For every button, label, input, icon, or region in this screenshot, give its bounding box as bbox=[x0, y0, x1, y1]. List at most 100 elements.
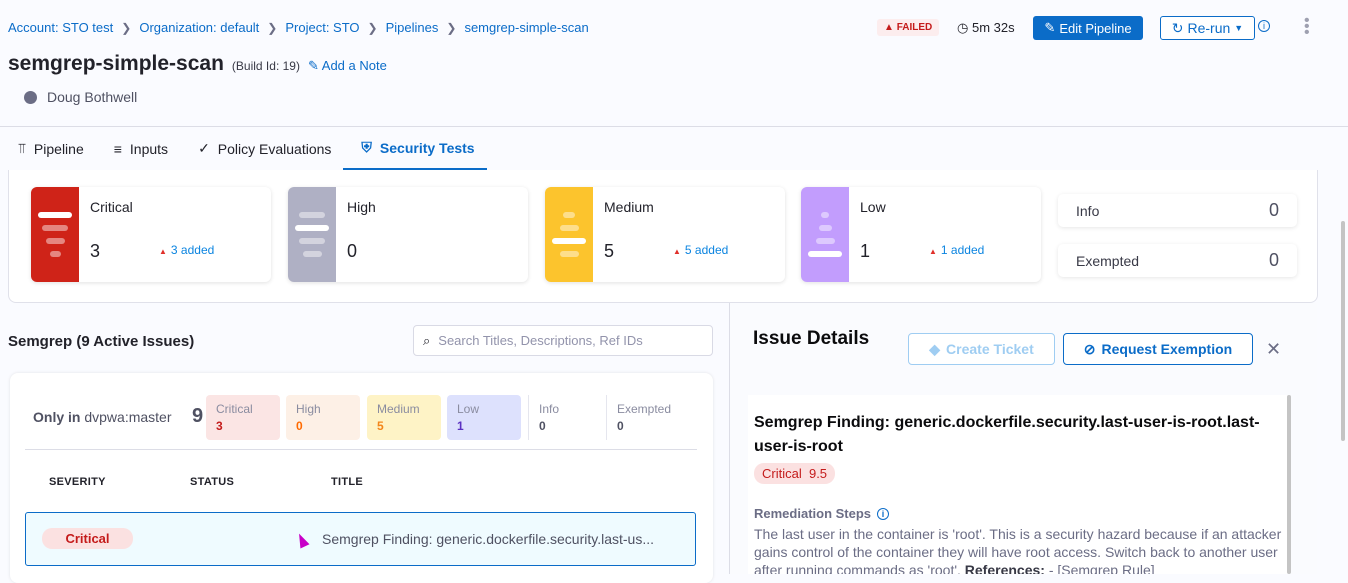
row-title: Semgrep Finding: generic.dockerfile.secu… bbox=[322, 531, 654, 547]
critical-severity-icon bbox=[31, 187, 79, 282]
search-icon: ⌕ bbox=[423, 332, 431, 348]
filter-medium[interactable]: Medium 5 bbox=[367, 395, 441, 440]
request-exemption-label: Request Exemption bbox=[1101, 341, 1233, 357]
tab-security-tests[interactable]: ⛨ Security Tests bbox=[343, 127, 487, 170]
table-row[interactable]: Critical Semgrep Finding: generic.docker… bbox=[25, 512, 696, 566]
severity-pill: Critical bbox=[42, 528, 133, 549]
card-label: Low bbox=[860, 199, 886, 215]
filter-exempted[interactable]: Exempted 0 bbox=[606, 395, 696, 440]
severity-badge: Critical 9.5 bbox=[754, 463, 836, 484]
card-count: 3 bbox=[90, 241, 101, 261]
card-label: Medium bbox=[604, 199, 654, 215]
chevron-right-icon: ❯ bbox=[121, 20, 132, 35]
edit-pipeline-button[interactable]: ✎ Edit Pipeline bbox=[1033, 16, 1143, 40]
low-severity-icon bbox=[801, 187, 849, 282]
card-label: Critical bbox=[90, 199, 133, 215]
add-note-link[interactable]: ✎ Add a Note bbox=[308, 58, 387, 74]
rerun-button[interactable]: ↻ Re-run ▼ bbox=[1160, 16, 1255, 40]
filter-high[interactable]: High 0 bbox=[286, 395, 360, 440]
issue-details-title: Issue Details bbox=[753, 328, 870, 349]
build-id: (Build Id: 19) bbox=[231, 59, 300, 73]
tab-label: Policy Evaluations bbox=[217, 140, 332, 157]
breadcrumb-pipeline[interactable]: semgrep-simple-scan bbox=[464, 20, 589, 35]
user-icon bbox=[24, 90, 37, 104]
finding-title: Semgrep Finding: generic.dockerfile.secu… bbox=[754, 414, 1260, 455]
duration-text: 5m 32s bbox=[971, 20, 1015, 35]
remediation-text: The last user in the container is 'root'… bbox=[754, 526, 1282, 574]
info-card[interactable]: Info 0 bbox=[1058, 194, 1297, 227]
rerun-label: Re-run bbox=[1187, 20, 1231, 36]
info-icon[interactable]: i bbox=[877, 507, 890, 520]
search-placeholder: Search Titles, Descriptions, Ref IDs bbox=[438, 333, 643, 348]
column-status[interactable]: STATUS bbox=[190, 476, 235, 488]
arrow-up-icon: ▲ bbox=[673, 247, 681, 256]
tab-bar: ⫪ Pipeline ≡ Inputs ✓ Policy Evaluations ⛨ S… bbox=[0, 127, 487, 171]
tab-pipeline[interactable]: ⫪ Pipeline bbox=[0, 127, 96, 170]
card-count: 0 bbox=[1268, 200, 1279, 220]
tab-label: Inputs bbox=[129, 140, 169, 157]
chevron-right-icon: ❯ bbox=[267, 20, 278, 35]
exempted-card[interactable]: Exempted 0 bbox=[1058, 244, 1297, 277]
shield-check-icon: ✓ bbox=[198, 140, 210, 156]
tab-policy-evaluations[interactable]: ✓ Policy Evaluations bbox=[180, 127, 343, 170]
filter-critical[interactable]: Critical 3 bbox=[206, 395, 280, 440]
pencil-icon: ✎ bbox=[307, 58, 319, 73]
create-ticket-label: Create Ticket bbox=[946, 341, 1034, 357]
critical-card[interactable]: Critical 3 ▲ 3 added bbox=[31, 187, 271, 282]
details-scrollbar[interactable] bbox=[1287, 395, 1291, 574]
search-input[interactable]: ⌕ Search Titles, Descriptions, Ref IDs bbox=[413, 325, 713, 356]
divider bbox=[0, 126, 1348, 127]
filter-info[interactable]: Info 0 bbox=[528, 395, 602, 440]
card-label: Exempted bbox=[1076, 252, 1140, 269]
medium-card[interactable]: Medium 5 ▲ 5 added bbox=[545, 187, 785, 282]
divider bbox=[25, 449, 697, 450]
create-ticket-button[interactable]: ◆ Create Ticket bbox=[908, 333, 1055, 365]
jira-icon: ◆ bbox=[929, 340, 941, 357]
refresh-icon: ↻ bbox=[1171, 19, 1184, 36]
card-label: High bbox=[347, 199, 376, 215]
card-count: 1 bbox=[860, 241, 871, 261]
breadcrumb-pipelines[interactable]: Pipelines bbox=[385, 20, 439, 35]
caret-down-icon: ▼ bbox=[1234, 23, 1244, 33]
request-exemption-button[interactable]: ⊘ Request Exemption bbox=[1063, 333, 1253, 365]
issues-title: Semgrep (9 Active Issues) bbox=[8, 333, 195, 350]
total-count: 9 bbox=[192, 405, 204, 427]
breadcrumb-org[interactable]: Organization: default bbox=[139, 20, 260, 35]
column-severity[interactable]: SEVERITY bbox=[49, 476, 106, 488]
breadcrumb-account[interactable]: Account: STO test bbox=[8, 20, 114, 35]
chevron-right-icon: ❯ bbox=[367, 20, 378, 35]
tab-label: Security Tests bbox=[379, 139, 475, 156]
breadcrumb-project[interactable]: Project: STO bbox=[285, 20, 360, 35]
more-options-icon[interactable]: • • • bbox=[1304, 12, 1310, 41]
medium-severity-icon bbox=[545, 187, 593, 282]
triggered-by: Doug Bothwell bbox=[24, 89, 137, 105]
page-scrollbar[interactable] bbox=[1341, 221, 1345, 441]
inputs-icon: ≡ bbox=[113, 140, 122, 157]
arrow-up-icon: ▲ bbox=[929, 247, 937, 256]
card-label: Info bbox=[1076, 202, 1100, 219]
page-header: semgrep-simple-scan (Build Id: 19) ✎ Add… bbox=[8, 52, 387, 76]
pencil-icon: ✎ bbox=[1044, 20, 1056, 35]
tab-inputs[interactable]: ≡ Inputs bbox=[96, 127, 180, 170]
mouse-cursor-icon bbox=[294, 531, 310, 549]
card-count: 0 bbox=[1268, 250, 1279, 270]
remediation-heading: Remediation Steps i bbox=[754, 506, 1282, 521]
card-added: ▲ 3 added bbox=[159, 243, 215, 257]
low-card[interactable]: Low 1 ▲ 1 added bbox=[801, 187, 1041, 282]
high-card[interactable]: High 0 bbox=[288, 187, 528, 282]
breadcrumb: Account: STO test ❯ Organization: default… bbox=[8, 20, 589, 35]
filter-low[interactable]: Low 1 bbox=[447, 395, 521, 440]
edit-label: Edit Pipeline bbox=[1059, 20, 1132, 36]
info-icon[interactable]: i bbox=[1258, 20, 1270, 32]
only-in-label: Only in dvpwa:master bbox=[33, 409, 172, 425]
card-added: ▲ 1 added bbox=[929, 243, 985, 257]
status-text: FAILED bbox=[896, 22, 933, 33]
clock-icon: ◷ bbox=[957, 20, 969, 35]
high-severity-icon bbox=[288, 187, 336, 282]
close-icon[interactable]: ✕ bbox=[1266, 339, 1282, 359]
card-count: 5 bbox=[604, 241, 615, 261]
column-title[interactable]: TITLE bbox=[331, 476, 364, 488]
add-note-label: Add a Note bbox=[321, 58, 387, 73]
status-badge: ▲ FAILED bbox=[877, 19, 940, 36]
shield-icon: ⛨ bbox=[361, 139, 372, 155]
